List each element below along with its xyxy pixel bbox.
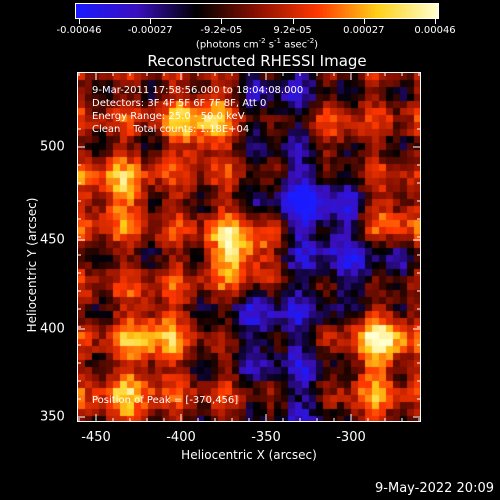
plot-timestamp: 9-May-2022 20:09 (375, 481, 494, 496)
colorbar-tick-mark (79, 19, 80, 24)
info-energy-range: Energy Range: 25.0 - 50.0 keV (92, 111, 245, 122)
colorbar-tick-mark (150, 19, 152, 24)
colorbar-tick-label: -0.00046 (56, 25, 102, 36)
colorbar (75, 3, 439, 19)
colorbar-tick-mark (363, 19, 365, 24)
rhessi-heatmap[interactable] (78, 73, 420, 421)
y-tick-label: 400 (40, 321, 65, 337)
peak-position-text: Position of Peak = [-370,456] (92, 395, 239, 406)
y-tick-label: 450 (40, 232, 65, 248)
colorbar-tick-mark (221, 19, 223, 24)
colorbar-tick-label: 0.00027 (343, 25, 385, 36)
colorbar-tick-label: 0.00046 (414, 25, 456, 36)
x-tick-label: -300 (336, 430, 366, 445)
x-tick-label: -450 (81, 430, 111, 445)
colorbar-units: (photons cm-2 s-1 asec-2) (195, 37, 319, 51)
x-tick-label: -350 (251, 430, 281, 445)
colorbar-tick-label: -0.00027 (127, 25, 173, 36)
y-axis-label: Heliocentric Y (arcsec) (25, 197, 39, 333)
info-detectors: Detectors: 3F 4F 5F 6F 7F 8F, Att 0 (92, 98, 267, 109)
colorbar-tick-mark (435, 19, 436, 24)
x-axis-label: Heliocentric X (arcsec) (181, 448, 317, 462)
colorbar-tick-mark (292, 19, 294, 24)
colorbar-gradient (76, 4, 438, 18)
y-tick-label: 350 (40, 409, 65, 425)
x-tick-label: -400 (166, 430, 196, 445)
colorbar-tick-label: -9.2e-05 (200, 25, 243, 36)
image-plot-area[interactable]: 9-Mar-2011 17:58:56.000 to 18:04:08.000 … (77, 72, 421, 422)
plot-title: Reconstructed RHESSI Image (147, 52, 367, 70)
colorbar-tick-label: 9.2e-05 (273, 25, 312, 36)
info-clean-counts: Clean Total counts: 1.18E+04 (92, 124, 250, 135)
y-tick-label: 500 (40, 139, 65, 155)
info-time-range: 9-Mar-2011 17:58:56.000 to 18:04:08.000 (92, 85, 304, 96)
